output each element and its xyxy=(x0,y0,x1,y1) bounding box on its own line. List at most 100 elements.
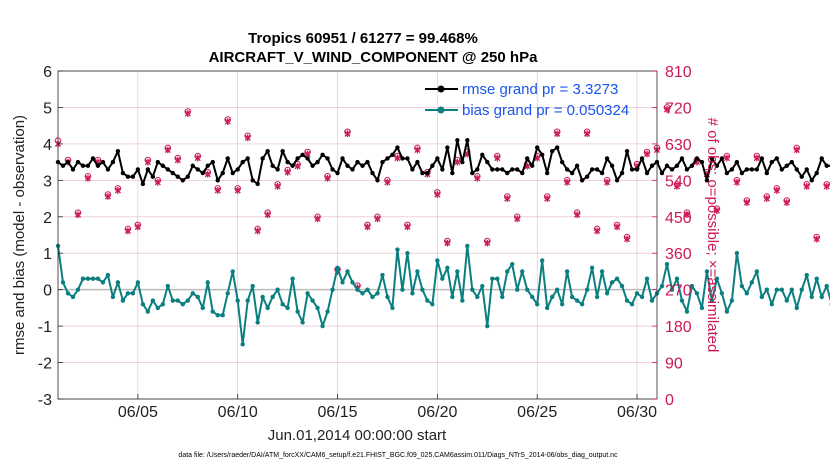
rmse-point xyxy=(694,156,700,161)
rmse-point xyxy=(594,167,600,172)
bias-point xyxy=(90,276,96,281)
footnote: data file: /Users/raeder/DAI/ATM_forcXX/… xyxy=(178,452,618,459)
rmse-point xyxy=(310,163,315,168)
bias-point xyxy=(380,272,385,278)
rmse-point xyxy=(719,156,725,161)
rmse-point xyxy=(520,170,525,176)
bias-point xyxy=(624,298,630,303)
bias-point xyxy=(789,287,794,292)
y2-tick-label: 0 xyxy=(665,392,674,409)
bias-point xyxy=(285,305,290,311)
bias-point xyxy=(490,276,495,281)
bias-point xyxy=(569,294,575,300)
bias-point xyxy=(100,280,106,285)
rmse-point xyxy=(544,170,550,176)
x-tick-label: 06/15 xyxy=(318,404,358,421)
y-tick-label: 6 xyxy=(43,64,52,81)
rmse-point xyxy=(365,159,370,165)
bias-point xyxy=(185,298,190,303)
obs-assimilated-marker xyxy=(444,239,451,247)
obs-assimilated-marker xyxy=(294,162,301,170)
rmse-point xyxy=(809,178,814,183)
rmse-point xyxy=(779,167,784,172)
rmse-point xyxy=(729,167,735,172)
rmse-point xyxy=(475,167,480,172)
bias-point xyxy=(609,280,615,285)
bias-point xyxy=(704,269,710,274)
rmse-point xyxy=(450,170,455,176)
bias-point xyxy=(175,298,180,303)
rmse-point xyxy=(415,159,420,165)
bias-point xyxy=(614,276,620,281)
obs-assimilated-marker xyxy=(574,211,581,219)
bias-point xyxy=(150,298,156,303)
bias-point xyxy=(539,258,545,263)
bias-point xyxy=(564,269,570,274)
rmse-point xyxy=(525,156,530,161)
rmse-point xyxy=(639,156,645,161)
bias-point xyxy=(350,280,355,285)
rmse-point xyxy=(460,159,465,165)
y-tick-label: -2 xyxy=(38,356,52,373)
rmse-point xyxy=(300,152,305,158)
rmse-point xyxy=(70,167,76,172)
bias-point xyxy=(85,276,91,281)
bias-point xyxy=(345,269,350,274)
chart-subtitle: AIRCRAFT_V_WIND_COMPONENT @ 250 hPa xyxy=(209,49,539,66)
bias-point xyxy=(559,302,565,307)
bias-point xyxy=(275,287,280,292)
obs-assimilated-marker xyxy=(384,178,391,186)
obs-assimilated-marker xyxy=(504,195,511,202)
rmse-point xyxy=(75,159,81,165)
rmse-point xyxy=(769,159,775,165)
rmse-point xyxy=(445,145,450,150)
rmse-point xyxy=(624,148,630,154)
bias-point xyxy=(160,302,166,307)
rmse-point xyxy=(370,170,375,176)
obs-assimilated-marker xyxy=(604,178,611,186)
rmse-point xyxy=(380,159,385,165)
bias-point xyxy=(719,291,725,296)
rmse-point xyxy=(270,163,275,168)
rmse-point xyxy=(784,163,789,168)
bias-point xyxy=(330,287,335,292)
bias-point xyxy=(594,294,600,300)
rmse-point xyxy=(440,167,445,172)
legend-label-bias: bias grand pr = 0.050324 xyxy=(462,102,629,119)
bias-point xyxy=(644,276,650,281)
obs-assimilated-marker xyxy=(144,158,151,166)
bias-point xyxy=(604,291,610,296)
y-tick-label: -3 xyxy=(38,392,52,409)
plot-frame xyxy=(57,70,658,400)
rmse-point xyxy=(90,156,96,161)
rmse-point xyxy=(200,170,205,176)
rmse-point xyxy=(629,167,635,172)
rmse-point xyxy=(669,167,675,172)
obs-assimilated-marker xyxy=(214,187,221,194)
rmse-point xyxy=(65,159,71,165)
bias-point xyxy=(475,294,480,300)
obs-assimilated-marker xyxy=(274,183,281,190)
rmse-point xyxy=(764,170,770,176)
obs-assimilated-marker xyxy=(394,154,401,162)
y-tick-label: 0 xyxy=(43,283,52,300)
x-tick-label: 06/05 xyxy=(118,404,158,421)
bias-point xyxy=(200,305,205,311)
bias-point xyxy=(310,298,315,303)
bias-point xyxy=(140,302,146,307)
rmse-point xyxy=(345,163,350,168)
obs-assimilated-marker xyxy=(544,195,551,202)
y-axis-right: 0 90 180 270 360 450 540 630 720 810 xyxy=(652,64,692,409)
rmse-point xyxy=(734,159,740,165)
rmse-point xyxy=(160,163,166,168)
bias-point xyxy=(794,305,799,311)
bias-point xyxy=(110,294,116,300)
rmse-point xyxy=(535,145,540,150)
obs-assimilated-marker xyxy=(454,158,461,166)
bias-point xyxy=(500,294,505,300)
bias-point xyxy=(799,287,804,292)
bias-point xyxy=(360,291,365,296)
rmse-point xyxy=(564,167,570,172)
bias-point xyxy=(584,287,590,292)
rmse-point xyxy=(804,167,809,172)
